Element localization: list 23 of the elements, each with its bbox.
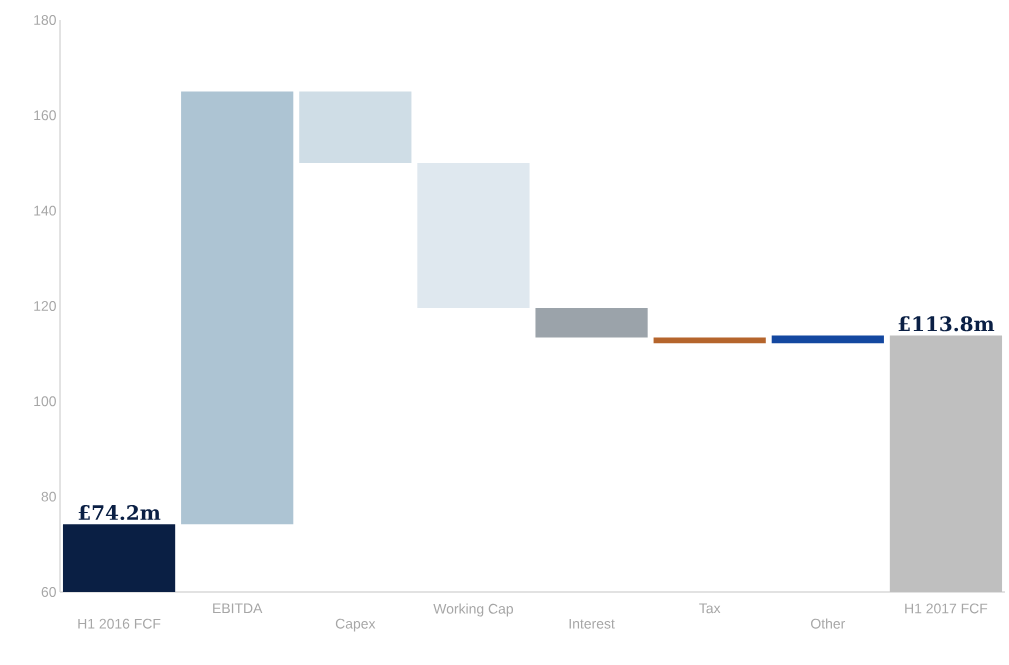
y-tick-label: 180	[34, 15, 56, 25]
x-tick-label: H1 2017 FCF	[905, 603, 988, 614]
x-tick-label: Working Cap	[433, 603, 514, 617]
y-tick-label: 80	[41, 491, 56, 502]
bar	[299, 91, 412, 163]
bar	[417, 162, 530, 308]
x-tick-label: Capex	[335, 618, 376, 632]
y-tick-label: 60	[41, 587, 56, 597]
x-tick-label: Other	[811, 618, 846, 629]
x-tick-label: EBITDA	[213, 603, 263, 614]
bar	[535, 307, 648, 338]
x-tick-label: H1 2016 FCF	[78, 618, 161, 629]
y-tick-label: 120	[34, 301, 56, 311]
data-label: £74.2m	[78, 505, 161, 521]
bar	[771, 335, 884, 344]
y-tick-label: 140	[34, 205, 56, 216]
y-tick-label: 100	[34, 396, 56, 407]
x-tick-label: Interest	[569, 618, 615, 629]
y-tick-label: 160	[34, 110, 56, 121]
data-label: £113.8m	[898, 316, 995, 332]
x-tick-label: Tax	[699, 603, 721, 614]
bar	[653, 337, 766, 344]
bar	[181, 91, 294, 525]
